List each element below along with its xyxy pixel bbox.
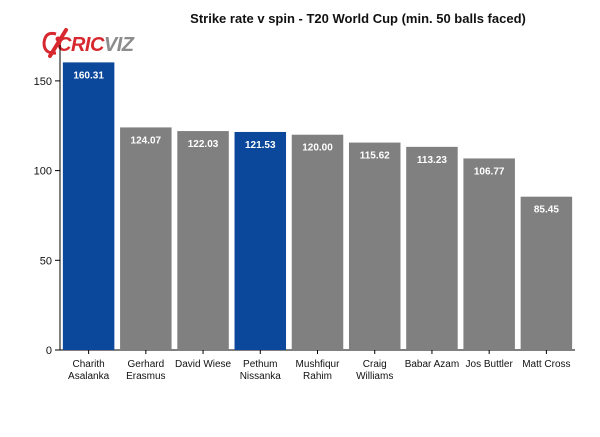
svg-text:CRICVIZ: CRICVIZ	[57, 34, 135, 56]
bar	[234, 131, 287, 350]
bar-value-label: 120.00	[302, 143, 333, 154]
y-tick-label: 0	[46, 345, 52, 357]
bar	[62, 62, 115, 350]
category-labels: Charith Asalanka Gerhard Erasmus David Wiese…	[68, 359, 571, 382]
bar	[406, 146, 458, 350]
x-tick-label: David Wiese	[175, 359, 232, 370]
x-tick-label: Mushfiqur Rahim	[296, 359, 341, 382]
bar	[291, 134, 344, 350]
chart-title: Strike rate v spin - T20 World Cup (min.…	[190, 11, 526, 26]
x-tick-label: Jos Buttler	[466, 359, 514, 370]
bar-value-label: 121.53	[245, 140, 276, 151]
y-tick-label: 150	[34, 76, 52, 88]
cricket-bat-icon	[42, 28, 68, 58]
x-tick-label: Craig Williams	[356, 359, 393, 382]
x-tick-label: Babar Azam	[405, 359, 459, 370]
bar-value-label: 113.23	[417, 155, 447, 166]
bar	[520, 196, 573, 350]
x-tick-label: Gerhard Erasmus	[126, 359, 165, 382]
bar-value-label: 115.62	[360, 151, 390, 162]
x-tick-label: Charith Asalanka	[68, 359, 110, 382]
x-tick-label: Pethum Nissanka	[240, 359, 282, 382]
y-tick-label: 50	[40, 255, 52, 267]
bar-value-label: 160.31	[73, 70, 104, 81]
bar	[463, 158, 515, 350]
logo-text-cric: CRIC	[57, 34, 105, 56]
bar	[120, 127, 172, 350]
bar	[348, 142, 401, 350]
bar-value-label: 124.07	[131, 135, 162, 146]
logo-text-viz: VIZ	[104, 34, 135, 56]
y-tick-label: 100	[34, 166, 52, 178]
cricviz-logo: CRICVIZ	[42, 28, 135, 58]
bar-value-label: 122.03	[188, 139, 219, 150]
bar-value-label: 106.77	[474, 166, 505, 177]
bar-value-label: 85.45	[534, 205, 559, 216]
bar	[177, 131, 229, 350]
x-tick-label: Matt Cross	[522, 359, 570, 370]
bars: 160.31 124.07 122.03 121.53 120.00 115.62 113.…	[62, 62, 573, 350]
